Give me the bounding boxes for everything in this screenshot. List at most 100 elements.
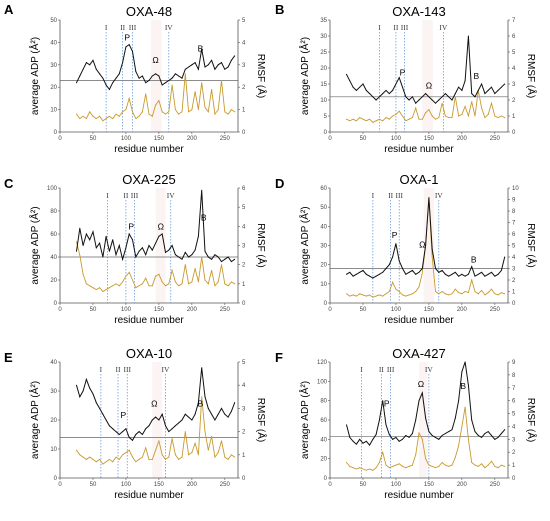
adp-point — [201, 48, 203, 50]
adp-point — [395, 83, 397, 85]
adp-point — [95, 68, 97, 70]
rmsf-point — [421, 438, 423, 440]
rmsf-point — [355, 120, 357, 122]
rmsf-point — [385, 117, 387, 119]
rmsf-point — [102, 463, 104, 465]
omega-loop-band — [152, 362, 163, 478]
y-left-tick-label: 10 — [320, 282, 327, 288]
adp-point — [484, 93, 486, 95]
adp-point — [128, 44, 130, 46]
y-right-tick-label: 8 — [512, 209, 516, 215]
rmsf-point — [214, 113, 216, 115]
rmsf-point — [382, 120, 384, 122]
rmsf-point — [125, 109, 127, 111]
rmsf-point — [431, 256, 433, 258]
y-left-tick-label: 80 — [50, 209, 57, 215]
rmsf-point — [491, 102, 493, 104]
rmsf-point — [89, 285, 91, 287]
adp-point — [158, 75, 160, 77]
rmsf-point — [75, 241, 77, 243]
rmsf-point — [405, 120, 407, 122]
adp-point — [365, 273, 367, 275]
y-right-tick-label: 1 — [512, 290, 516, 296]
y-left-tick-label: 20 — [320, 66, 327, 72]
panel-letter: D — [275, 176, 284, 191]
adp-point — [79, 396, 81, 398]
adp-point — [398, 440, 400, 442]
adp-point — [431, 99, 433, 101]
rmsf-point — [448, 465, 450, 467]
y-right-tick-label: 2 — [512, 98, 516, 104]
region-label: Ω — [151, 398, 157, 408]
y-left-tick-label: 40 — [50, 40, 57, 46]
motif-label: II — [120, 23, 125, 32]
adp-point — [365, 89, 367, 91]
y-right-tick-label: 7 — [512, 386, 516, 392]
adp-point — [378, 96, 380, 98]
adp-point — [477, 89, 479, 91]
adp-point — [448, 96, 450, 98]
motif-label: II — [123, 191, 128, 200]
adp-point — [75, 250, 77, 252]
rmsf-point — [431, 115, 433, 117]
adp-point — [171, 77, 173, 79]
panel-title: OXA-143 — [392, 4, 445, 19]
y-left-tick-label: 40 — [50, 360, 57, 366]
y-right-axis-label: RMSF (Å) — [525, 398, 538, 442]
rmsf-point — [145, 277, 147, 279]
rmsf-point — [461, 113, 463, 115]
y-left-tick-label: 30 — [320, 34, 327, 40]
adp-point — [155, 73, 157, 75]
y-right-tick-label: 6 — [512, 232, 516, 238]
adp-point — [132, 439, 134, 441]
adp-point — [135, 71, 137, 73]
rmsf-point — [438, 117, 440, 119]
y-right-tick-label: 2 — [512, 450, 516, 456]
adp-point — [234, 55, 236, 57]
adp-point — [467, 384, 469, 386]
x-tick-label: 150 — [424, 136, 435, 142]
y-right-axis-label: RMSF (Å) — [255, 398, 268, 442]
adp-point — [487, 89, 489, 91]
rmsf-point — [458, 292, 460, 294]
y-right-tick-label: 10 — [512, 186, 519, 192]
adp-point — [385, 424, 387, 426]
y-right-axis-label: RMSF (Å) — [255, 54, 268, 98]
rmsf-point — [471, 462, 473, 464]
adp-point — [474, 96, 476, 98]
y-right-tick-label: 7 — [512, 221, 516, 227]
adp-point — [461, 89, 463, 91]
x-tick-label: 50 — [360, 307, 367, 313]
adp-point — [434, 102, 436, 104]
region-label: B — [201, 213, 207, 223]
adp-point — [408, 99, 410, 101]
adp-point — [148, 79, 150, 81]
rmsf-point — [378, 294, 380, 296]
adp-point — [392, 256, 394, 258]
adp-point — [132, 239, 134, 241]
adp-point — [174, 254, 176, 256]
y-right-tick-label: 3 — [242, 406, 246, 412]
rmsf-point — [487, 292, 489, 294]
adp-point — [474, 275, 476, 277]
y-right-tick-label: 0 — [242, 130, 246, 136]
rmsf-point — [118, 285, 120, 287]
region-label: P — [400, 68, 406, 78]
rmsf-point — [382, 295, 384, 297]
rmsf-point — [148, 458, 150, 460]
y-right-tick-label: 4 — [512, 255, 516, 261]
y-right-tick-label: 6 — [242, 186, 246, 192]
region-label: B — [460, 381, 466, 391]
adp-point — [421, 96, 423, 98]
adp-point — [415, 273, 417, 275]
region-label: P — [392, 230, 398, 240]
rmsf-point — [428, 464, 430, 466]
adp-point — [155, 416, 157, 418]
motif-label: IV — [425, 365, 433, 374]
adp-point — [122, 62, 124, 64]
adp-point — [349, 436, 351, 438]
adp-point — [359, 438, 361, 440]
panel-title: OXA-427 — [392, 346, 445, 361]
adp-point — [99, 407, 101, 409]
rmsf-point — [178, 113, 180, 115]
